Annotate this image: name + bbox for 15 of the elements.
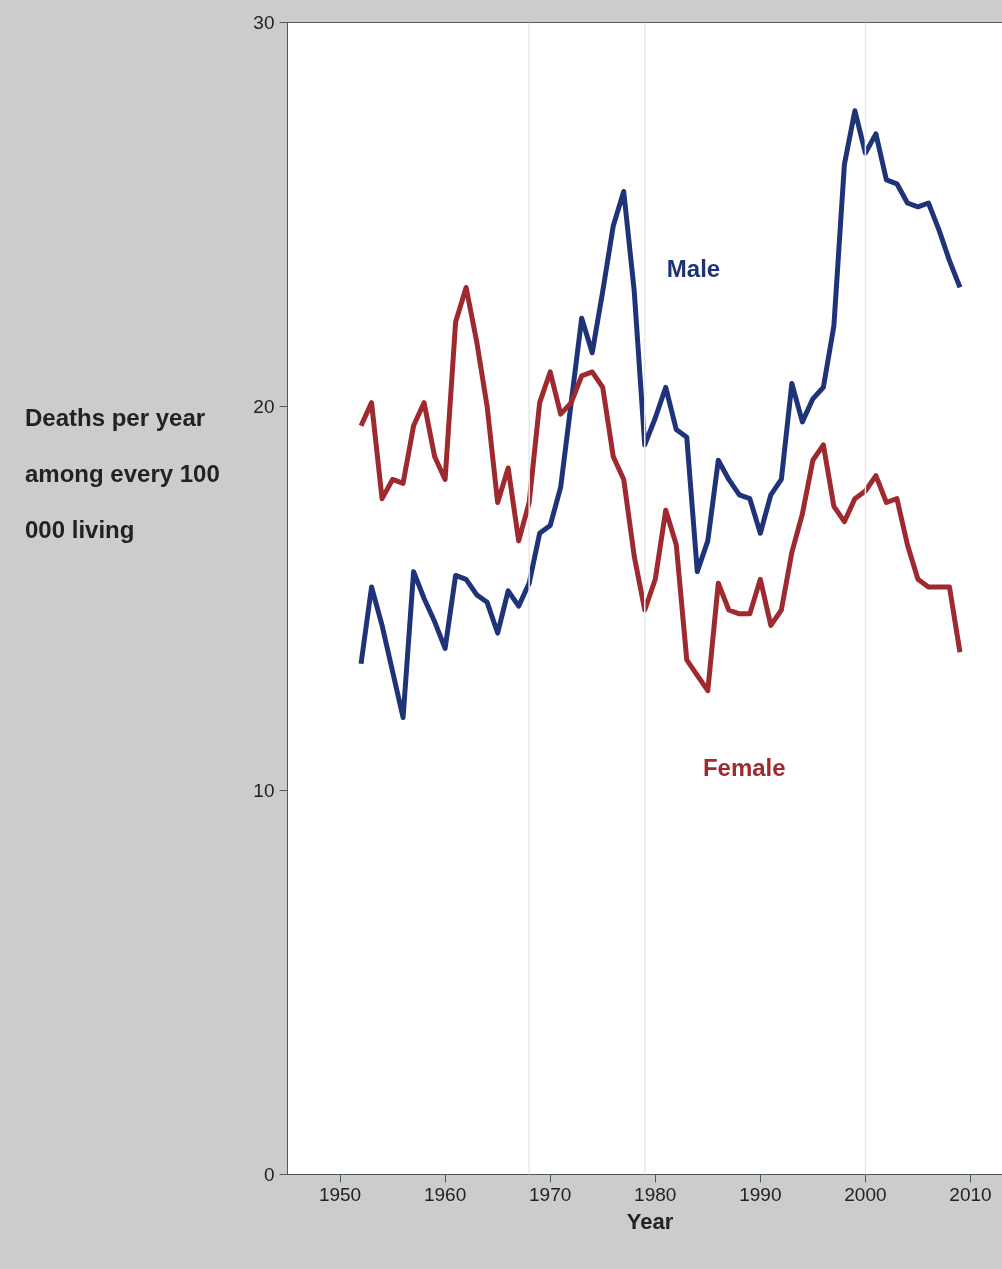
y-tick-label: 10	[253, 780, 275, 801]
x-tick-label: 1950	[318, 1183, 362, 1205]
y-tick-label: 0	[263, 1164, 275, 1185]
x-tick-label: 2010	[949, 1183, 992, 1205]
y-tick-label: 30	[253, 12, 275, 33]
y-tick-label: 20	[253, 396, 275, 417]
x-tick-label: 2000	[844, 1183, 887, 1205]
series-label: Male	[666, 254, 721, 282]
x-tick-label: 1990	[739, 1183, 782, 1205]
x-tick-label: 1960	[423, 1183, 467, 1205]
x-tick-label: 1980	[634, 1183, 677, 1205]
text: Deaths per year among every 100 000 living	[25, 404, 220, 543]
text: Female	[702, 753, 786, 781]
x-tick-label: 1970	[529, 1183, 572, 1205]
x-axis-title: Year	[626, 1208, 674, 1234]
